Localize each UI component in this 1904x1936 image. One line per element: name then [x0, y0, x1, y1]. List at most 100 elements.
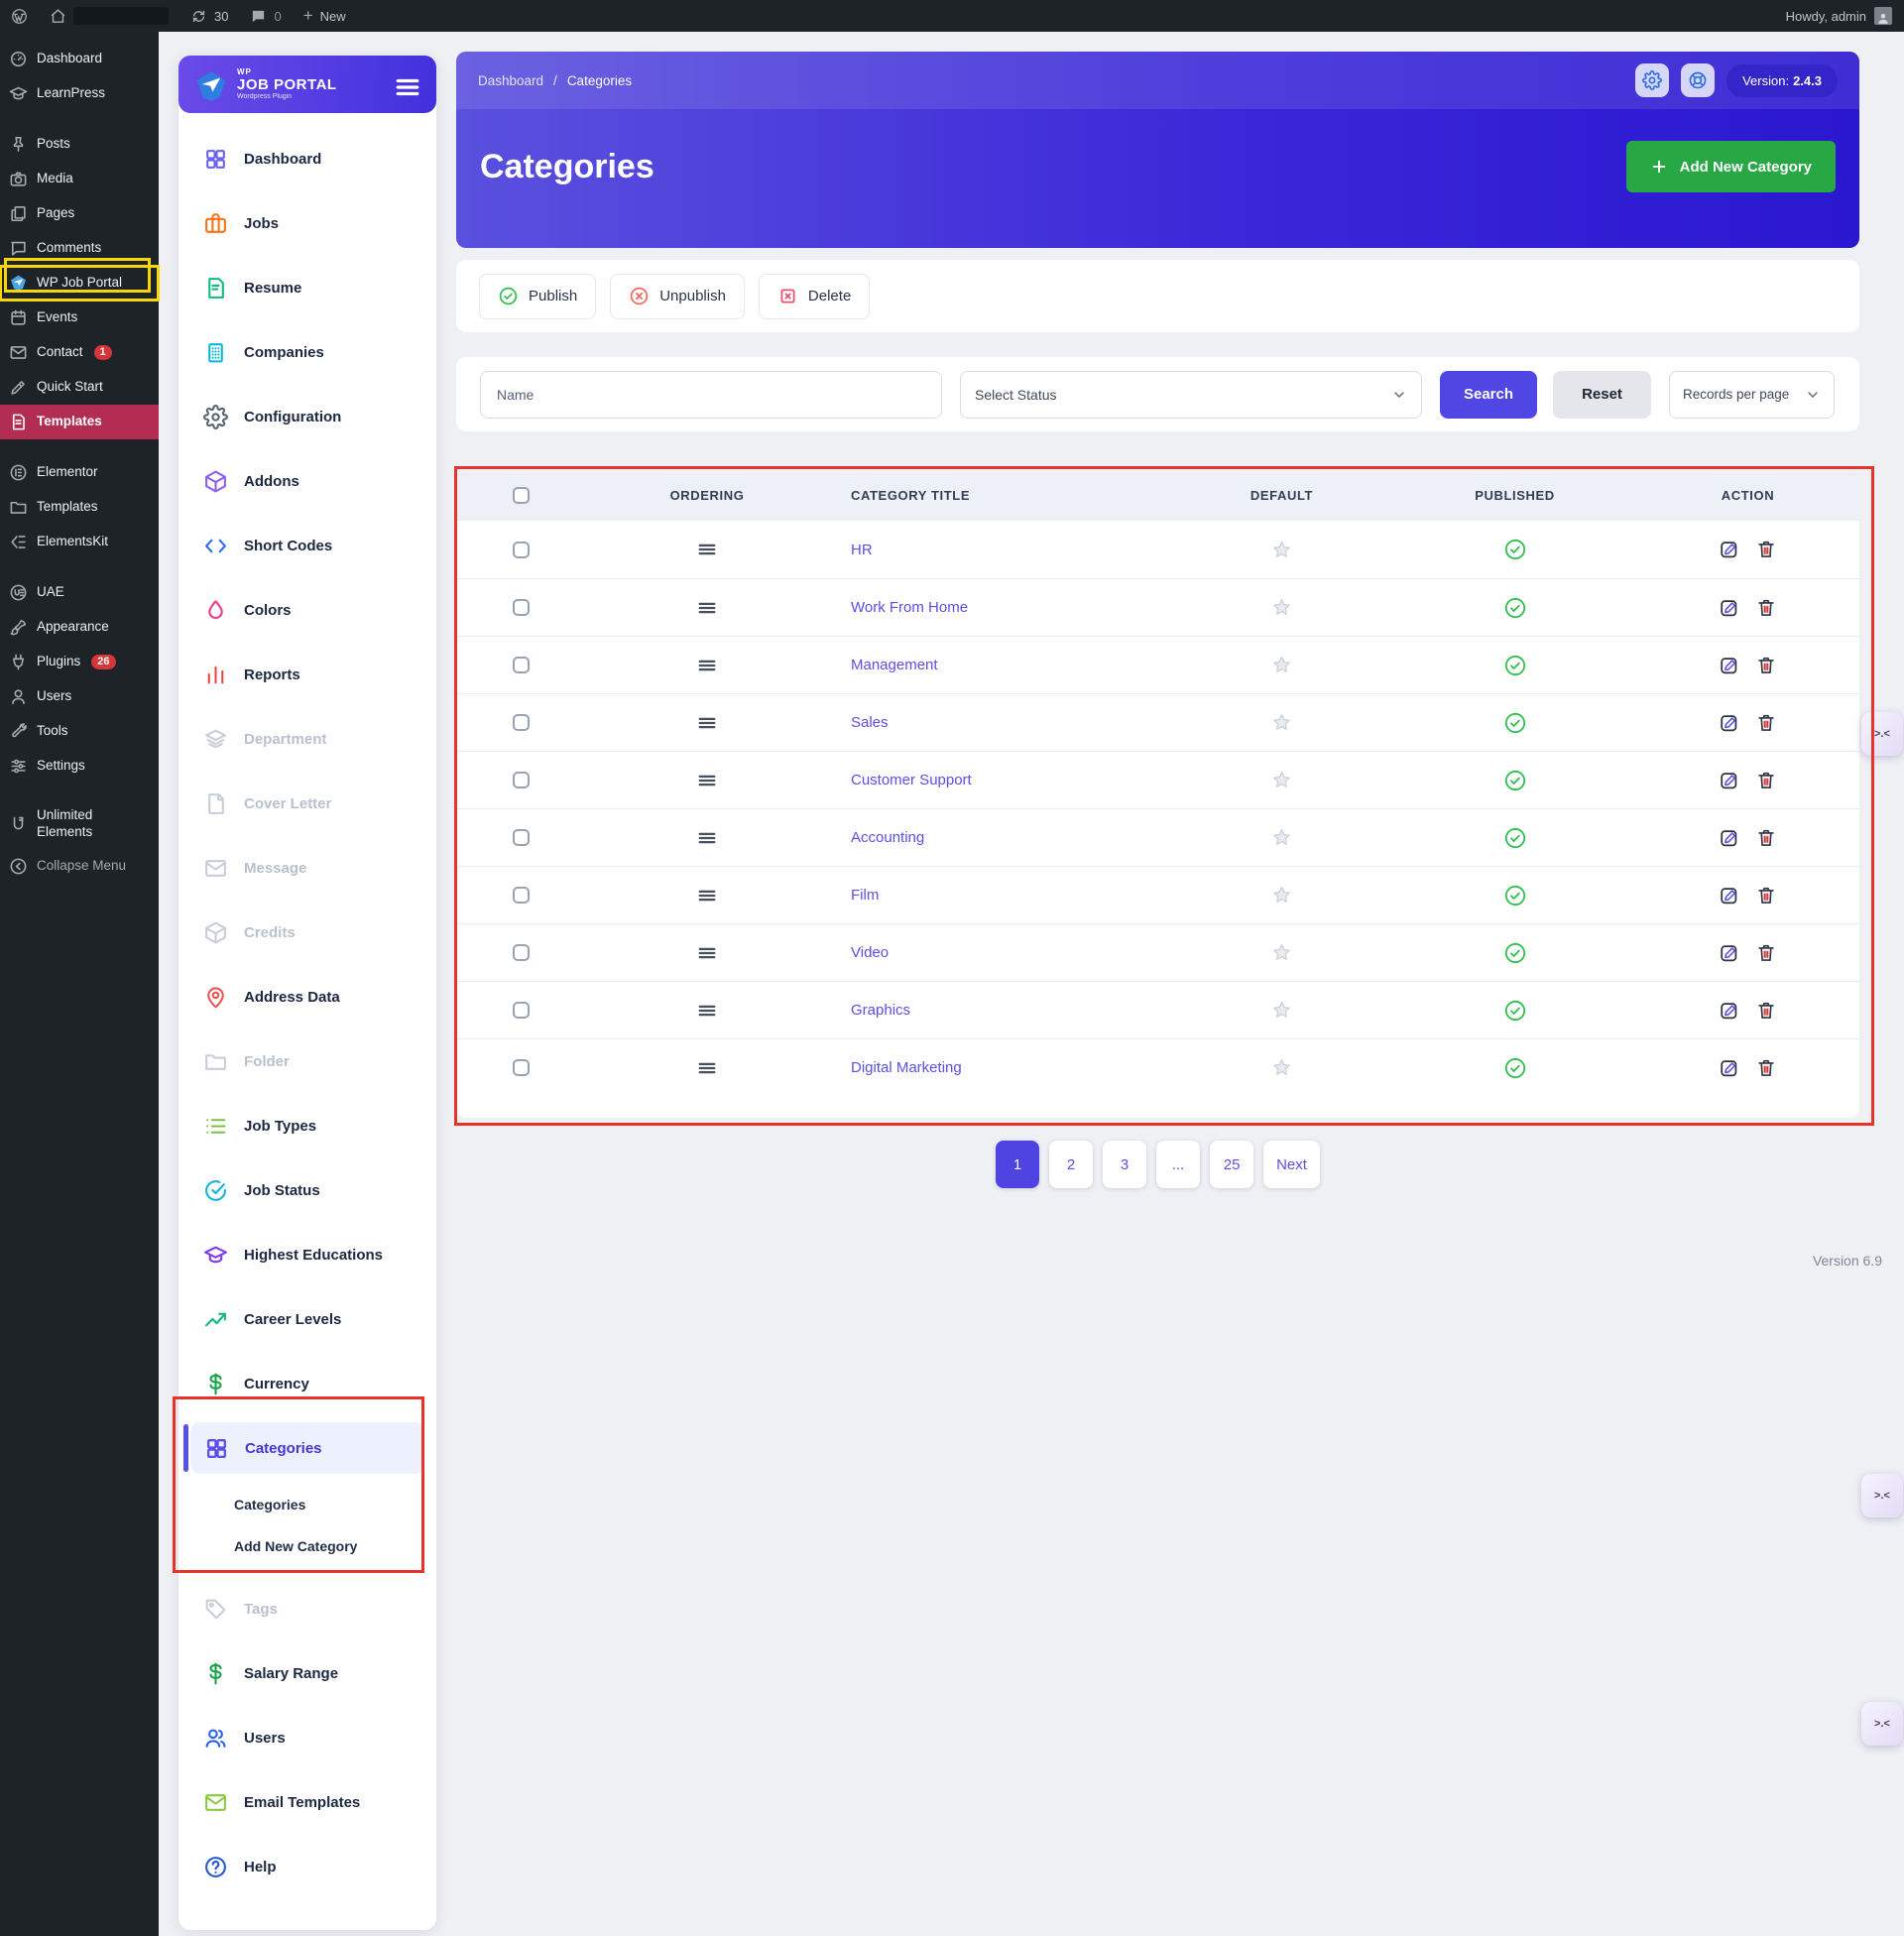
category-title-link[interactable]: Customer Support: [851, 772, 972, 788]
drag-handle-icon[interactable]: [696, 539, 718, 560]
wp-sidebar-item-templates[interactable]: Templates: [0, 490, 159, 525]
wp-sidebar-item-quick-start[interactable]: Quick Start: [0, 370, 159, 405]
wp-sidebar-item-comments[interactable]: Comments: [0, 231, 159, 266]
published-check-icon[interactable]: [1503, 654, 1527, 677]
published-check-icon[interactable]: [1503, 826, 1527, 850]
submenu-item-add-new-category[interactable]: Add New Category: [234, 1538, 358, 1554]
breadcrumb-dashboard[interactable]: Dashboard: [478, 72, 544, 88]
category-title-link[interactable]: Accounting: [851, 829, 925, 846]
plugin-menu-item-colors[interactable]: Colors: [178, 578, 436, 643]
floating-widget[interactable]: >.<: [1861, 712, 1903, 756]
plugin-menu-item-credits[interactable]: Credits: [178, 901, 436, 965]
wp-sidebar-item-users[interactable]: Users: [0, 679, 159, 714]
row-checkbox[interactable]: [512, 714, 530, 731]
wp-sidebar-item-uae[interactable]: UAE: [0, 575, 159, 610]
plugin-menu-item-career-levels[interactable]: Career Levels: [178, 1287, 436, 1352]
edit-icon[interactable]: [1719, 712, 1740, 734]
row-checkbox[interactable]: [512, 1002, 530, 1019]
wp-sidebar-item-posts[interactable]: Posts: [0, 127, 159, 162]
plugin-menu-item-jobs[interactable]: Jobs: [178, 191, 436, 256]
avatar[interactable]: [1874, 7, 1892, 25]
row-checkbox[interactable]: [512, 829, 530, 846]
site-menu[interactable]: [39, 0, 179, 32]
drag-handle-icon[interactable]: [696, 827, 718, 849]
plugin-menu-item-folder[interactable]: Folder: [178, 1029, 436, 1094]
plugin-menu-item-dashboard[interactable]: Dashboard: [178, 127, 436, 191]
settings-gear-button[interactable]: [1635, 63, 1670, 97]
row-checkbox[interactable]: [512, 657, 530, 673]
floating-widget[interactable]: >.<: [1861, 1702, 1903, 1746]
row-checkbox[interactable]: [512, 944, 530, 961]
published-check-icon[interactable]: [1503, 538, 1527, 561]
drag-handle-icon[interactable]: [696, 597, 718, 619]
plugin-menu-item-salary-range[interactable]: Salary Range: [178, 1641, 436, 1706]
edit-icon[interactable]: [1719, 1057, 1740, 1079]
trash-icon[interactable]: [1755, 770, 1777, 791]
category-title-link[interactable]: Film: [851, 887, 880, 904]
published-check-icon[interactable]: [1503, 941, 1527, 965]
edit-icon[interactable]: [1719, 885, 1740, 907]
category-title-link[interactable]: Sales: [851, 714, 889, 731]
plugin-menu-item-job-types[interactable]: Job Types: [178, 1094, 436, 1158]
category-title-link[interactable]: Graphics: [851, 1002, 911, 1019]
hamburger-menu-icon[interactable]: [395, 74, 420, 96]
publish-button[interactable]: Publish: [479, 273, 597, 319]
select-all-checkbox[interactable]: [512, 486, 530, 504]
menu-item-categories[interactable]: Categories: [183, 1422, 424, 1474]
published-check-icon[interactable]: [1503, 769, 1527, 792]
category-title-link[interactable]: Management: [851, 657, 938, 673]
edit-icon[interactable]: [1719, 942, 1740, 964]
row-checkbox[interactable]: [512, 541, 530, 558]
trash-icon[interactable]: [1755, 1057, 1777, 1079]
page-button-next[interactable]: Next: [1263, 1141, 1320, 1188]
drag-handle-icon[interactable]: [696, 1057, 718, 1079]
drag-handle-icon[interactable]: [696, 712, 718, 734]
wp-sidebar-item-elementskit[interactable]: ElementsKit: [0, 525, 159, 559]
star-icon[interactable]: [1270, 711, 1293, 734]
wp-sidebar-item-contact[interactable]: Contact 1: [0, 335, 159, 370]
edit-icon[interactable]: [1719, 827, 1740, 849]
page-button-3[interactable]: 3: [1103, 1141, 1147, 1188]
search-button[interactable]: Search: [1440, 370, 1537, 419]
category-title-link[interactable]: Digital Marketing: [851, 1059, 962, 1076]
wp-sidebar-item-settings[interactable]: Settings: [0, 749, 159, 784]
star-icon[interactable]: [1270, 941, 1293, 964]
page-button-2[interactable]: 2: [1049, 1141, 1094, 1188]
plugin-menu-item-short-codes[interactable]: Short Codes: [178, 514, 436, 578]
wp-sidebar-item-appearance[interactable]: Appearance: [0, 610, 159, 645]
star-icon[interactable]: [1270, 999, 1293, 1022]
star-icon[interactable]: [1270, 596, 1293, 619]
published-check-icon[interactable]: [1503, 884, 1527, 908]
page-button-25[interactable]: 25: [1210, 1141, 1254, 1188]
wp-sidebar-item-unlimited-elements[interactable]: Unlimited Elements: [0, 799, 159, 849]
plugin-menu-item-reports[interactable]: Reports: [178, 643, 436, 707]
edit-icon[interactable]: [1719, 770, 1740, 791]
drag-handle-icon[interactable]: [696, 655, 718, 676]
plugin-menu-item-highest-educations[interactable]: Highest Educations: [178, 1223, 436, 1287]
plugin-menu-item-job-status[interactable]: Job Status: [178, 1158, 436, 1223]
wp-sidebar-item-events[interactable]: Events: [0, 301, 159, 335]
unpublish-button[interactable]: Unpublish: [610, 273, 745, 319]
star-icon[interactable]: [1270, 769, 1293, 791]
trash-icon[interactable]: [1755, 885, 1777, 907]
trash-icon[interactable]: [1755, 712, 1777, 734]
wp-sidebar-item-elementor[interactable]: Elementor: [0, 455, 159, 490]
category-title-link[interactable]: Video: [851, 944, 890, 961]
plugin-menu-item-companies[interactable]: Companies: [178, 320, 436, 385]
trash-icon[interactable]: [1755, 655, 1777, 676]
new-content-menu[interactable]: + New: [293, 0, 357, 32]
howdy-admin[interactable]: Howdy, admin: [1785, 8, 1866, 24]
name-search-input[interactable]: [480, 370, 942, 419]
plugin-menu-item-address-data[interactable]: Address Data: [178, 965, 436, 1029]
plugin-menu-item-help[interactable]: Help: [178, 1835, 436, 1899]
plugin-menu-item-tags[interactable]: Tags: [178, 1577, 436, 1641]
row-checkbox[interactable]: [512, 1059, 530, 1076]
plugin-menu-item-message[interactable]: Message: [178, 836, 436, 901]
trash-icon[interactable]: [1755, 539, 1777, 560]
edit-icon[interactable]: [1719, 597, 1740, 619]
edit-icon[interactable]: [1719, 1000, 1740, 1022]
star-icon[interactable]: [1270, 826, 1293, 849]
floating-widget[interactable]: >.<: [1861, 1474, 1903, 1517]
wp-sidebar-item-wp-job-portal[interactable]: WP Job Portal: [0, 265, 160, 302]
star-icon[interactable]: [1270, 654, 1293, 676]
